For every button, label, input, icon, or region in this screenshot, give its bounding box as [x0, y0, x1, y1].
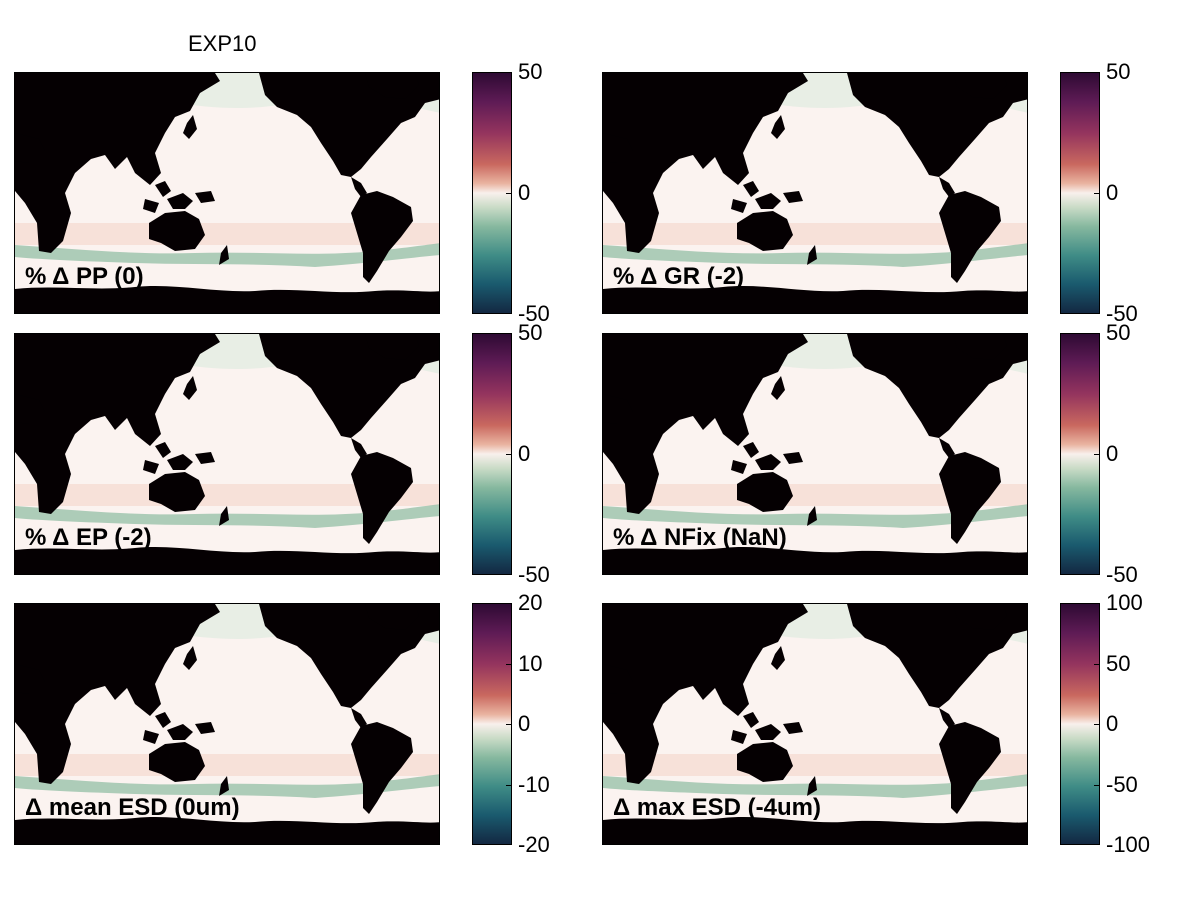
world-map: [603, 334, 1027, 574]
colorbar-tick-mark: [506, 454, 512, 455]
colorbar: [472, 333, 512, 575]
colorbar-tick-label: 0: [1106, 711, 1119, 736]
panel-label: Δ mean ESD (0um): [25, 794, 240, 821]
map-panel: % Δ GR (-2): [602, 72, 1028, 314]
map-panel: % Δ PP (0): [14, 72, 440, 314]
map-panel: Δ mean ESD (0um): [14, 603, 440, 845]
colorbar-tick-mark: [1094, 193, 1100, 194]
colorbar-tick-mark: [1094, 454, 1100, 455]
figure-title: EXP10: [188, 31, 257, 56]
colorbar-tick-mark: [1094, 333, 1100, 334]
colorbar-tick-label: 10: [518, 650, 543, 676]
colorbar-tick-mark: [506, 724, 512, 725]
panel-label: % Δ EP (-2): [25, 524, 152, 551]
colorbar-tick-mark: [1094, 313, 1100, 314]
world-map: [15, 604, 439, 844]
colorbar-tick-label: 0: [1106, 441, 1119, 466]
colorbar-tick-mark: [506, 784, 512, 786]
colorbar-tick-mark: [1094, 663, 1100, 665]
colorbar-tick-mark: [506, 72, 512, 73]
map-panel: % Δ EP (-2): [14, 333, 440, 575]
colorbar-tick-label: 0: [518, 711, 531, 736]
colorbar-tick-label: 50: [1106, 650, 1131, 676]
colorbar-tick-label: 0: [518, 441, 531, 466]
colorbar-tick-label: 50: [1106, 59, 1131, 84]
world-map: [15, 334, 439, 574]
world-map: [603, 604, 1027, 844]
colorbar-tick-mark: [506, 574, 512, 575]
colorbar-tick-mark: [506, 663, 512, 665]
colorbar-tick-label: -50: [518, 562, 550, 587]
colorbar-tick-label: -50: [518, 301, 550, 326]
colorbar-tick-mark: [506, 193, 512, 194]
colorbar-tick-mark: [506, 313, 512, 314]
colorbar-tick-mark: [506, 603, 512, 604]
colorbar-tick-mark: [1094, 603, 1100, 604]
colorbar-tick-mark: [1094, 844, 1100, 845]
colorbar-tick-label: 50: [1106, 320, 1131, 345]
colorbar-tick-mark: [1094, 724, 1100, 725]
colorbar-tick-label: 50: [518, 59, 543, 84]
colorbar: [1060, 72, 1100, 314]
colorbar-tick-label: -50: [1106, 771, 1138, 797]
colorbar-tick-label: 100: [1106, 590, 1143, 615]
colorbar-tick-label: 20: [518, 590, 543, 615]
panel-label: % Δ GR (-2): [613, 263, 745, 290]
colorbar-tick-label: -10: [518, 771, 550, 797]
colorbar-tick-label: -50: [1106, 562, 1138, 587]
map-panel: Δ max ESD (-4um): [602, 603, 1028, 845]
colorbar-tick-mark: [1094, 72, 1100, 73]
colorbar-tick-mark: [506, 333, 512, 334]
panel-label: Δ max ESD (-4um): [613, 794, 821, 821]
colorbar-tick-label: -20: [518, 832, 550, 857]
colorbar-tick-mark: [1094, 574, 1100, 575]
colorbar: [1060, 333, 1100, 575]
colorbar-tick-label: 50: [518, 320, 543, 345]
colorbar-tick-label: 0: [1106, 180, 1119, 205]
map-panel: % Δ NFix (NaN): [602, 333, 1028, 575]
colorbar-tick-mark: [1094, 784, 1100, 786]
colorbar-tick-label: -50: [1106, 301, 1138, 326]
world-map: [603, 73, 1027, 313]
panel-label: % Δ PP (0): [25, 263, 144, 290]
colorbar-tick-label: -100: [1106, 832, 1151, 857]
colorbar: [472, 603, 512, 845]
panel-label: % Δ NFix (NaN): [613, 524, 787, 551]
colorbar-tick-mark: [506, 844, 512, 845]
colorbar-tick-label: 0: [518, 180, 531, 205]
world-map: [15, 73, 439, 313]
